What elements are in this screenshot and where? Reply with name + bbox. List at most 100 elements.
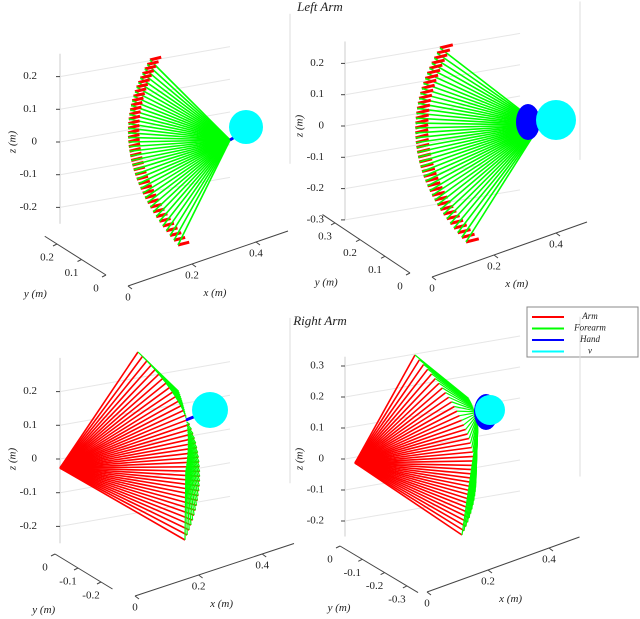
forearm-link xyxy=(187,449,200,491)
arm-link xyxy=(423,78,437,85)
target-sphere xyxy=(192,392,228,428)
y-axis-label: y (m) xyxy=(314,276,338,288)
arm-link xyxy=(59,467,192,526)
forearm-link xyxy=(439,124,541,211)
z-tick-label: -0.1 xyxy=(307,484,324,496)
x-tick-label: 0.4 xyxy=(255,560,269,572)
arm-link xyxy=(354,368,429,464)
arm-link xyxy=(59,351,139,469)
forearm-link xyxy=(461,124,541,238)
arm-link xyxy=(59,467,188,536)
arm-link xyxy=(59,414,186,469)
arm-link xyxy=(59,400,179,469)
arm-link xyxy=(133,91,146,98)
arm-link xyxy=(354,428,466,464)
z-axis-label: z (m) xyxy=(294,115,306,139)
arm-link xyxy=(59,423,190,469)
y-tick xyxy=(77,259,82,262)
panel-title: Right Arm xyxy=(292,313,347,328)
arm-link xyxy=(59,467,186,541)
arm-trajectories xyxy=(59,351,228,541)
y-tick xyxy=(335,545,341,549)
x-tick xyxy=(191,263,197,268)
arm-trajectories xyxy=(127,55,263,247)
x-tick xyxy=(555,232,561,237)
z-tick-label: -0.2 xyxy=(20,201,37,213)
arm-link xyxy=(59,437,195,469)
z-tick-label: -0.1 xyxy=(20,168,37,180)
arm-link xyxy=(424,73,439,80)
target-sphere xyxy=(475,395,505,425)
arm-link xyxy=(59,442,196,469)
z-tick-label: -0.2 xyxy=(20,520,37,532)
forearm-link xyxy=(454,405,475,412)
forearm-link xyxy=(185,466,190,531)
y-axis xyxy=(44,235,107,276)
arm-link xyxy=(59,369,156,469)
forearm-link xyxy=(463,414,477,426)
arm-link xyxy=(59,467,200,482)
arm-link xyxy=(354,359,421,464)
arm-link xyxy=(59,467,198,502)
arm-link xyxy=(59,467,199,497)
arm-link xyxy=(354,382,440,464)
arm-trajectories xyxy=(354,354,505,536)
y-tick-label: 0.2 xyxy=(40,252,54,264)
arm-link xyxy=(418,93,433,100)
x-tick xyxy=(426,591,432,596)
forearm-link xyxy=(461,441,477,536)
forearm-link xyxy=(187,437,200,463)
arm-link xyxy=(130,101,143,107)
z-tick-label: 0.2 xyxy=(23,70,37,82)
forearm-link xyxy=(140,139,231,190)
arm-link xyxy=(354,378,437,464)
arm-link xyxy=(169,231,182,237)
y-tick-label: -0.3 xyxy=(388,593,406,605)
forearm-link xyxy=(438,382,473,406)
y-tick-label: 0 xyxy=(327,554,333,566)
arm-link xyxy=(59,428,192,469)
forearm-link xyxy=(187,431,198,449)
forearm-link xyxy=(158,139,231,222)
z-tick-label: 0.1 xyxy=(23,419,37,431)
forearm-link xyxy=(187,433,199,453)
x-axis-label: x (m) xyxy=(498,593,522,605)
arm-link xyxy=(149,55,162,62)
y-tick xyxy=(73,567,79,571)
grid-line xyxy=(344,459,521,491)
forearm-link xyxy=(155,139,231,218)
y-axis-label: y (m) xyxy=(23,288,47,300)
forearm-link xyxy=(162,139,231,227)
arm-link xyxy=(128,114,141,121)
x-tick-label: 0.2 xyxy=(192,581,206,593)
forearm-link xyxy=(186,455,198,506)
target-sphere xyxy=(536,100,576,140)
legend-label: Forearm xyxy=(573,323,606,333)
x-axis xyxy=(127,230,289,287)
arm-link xyxy=(59,467,200,492)
x-tick xyxy=(134,595,140,600)
forearm-link xyxy=(186,459,195,516)
forearm-link xyxy=(187,441,201,472)
forearm-link xyxy=(457,410,475,413)
x-tick-label: 0 xyxy=(429,283,435,295)
arm-link xyxy=(453,223,468,230)
forearm-link xyxy=(448,396,474,410)
arm-link xyxy=(59,467,193,521)
arm-link xyxy=(136,82,149,89)
y-axis-label: y (m) xyxy=(31,604,55,616)
forearm-link xyxy=(146,63,231,141)
forearm-link xyxy=(186,421,191,425)
arm-link xyxy=(417,98,432,105)
y-tick xyxy=(380,572,385,576)
forearm-link xyxy=(431,373,472,404)
z-tick-label: 0 xyxy=(319,120,325,132)
x-tick xyxy=(127,285,133,290)
arm-link xyxy=(421,83,436,90)
z-tick-label: -0.1 xyxy=(307,151,324,163)
arm-link xyxy=(173,235,186,242)
arm-link xyxy=(59,387,170,469)
arm-link xyxy=(457,228,471,235)
forearm-link xyxy=(169,139,231,236)
